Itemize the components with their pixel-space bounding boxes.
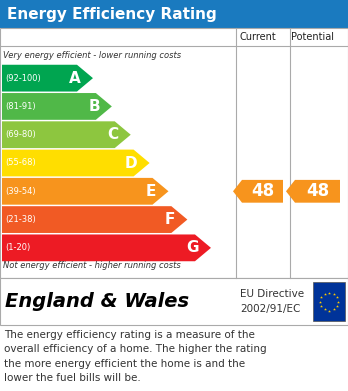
Polygon shape [2,235,211,261]
Polygon shape [2,65,93,91]
Bar [0,0,348,28]
Text: (55-68): (55-68) [5,158,36,167]
Text: F: F [165,212,175,227]
Text: EU Directive: EU Directive [240,289,304,300]
Text: The energy efficiency rating is a measure of the
overall efficiency of a home. T: The energy efficiency rating is a measur… [4,330,267,383]
Polygon shape [2,206,187,233]
Text: C: C [108,127,119,142]
Text: Energy Efficiency Rating: Energy Efficiency Rating [7,7,217,22]
Text: (1-20): (1-20) [5,243,30,252]
Bar [0,278,348,325]
Text: E: E [146,184,157,199]
Polygon shape [286,180,340,203]
Text: England & Wales: England & Wales [5,292,189,311]
Text: A: A [69,71,81,86]
Text: Very energy efficient - lower running costs: Very energy efficient - lower running co… [3,52,181,61]
Text: (21-38): (21-38) [5,215,36,224]
Polygon shape [2,93,112,120]
Text: 48: 48 [306,182,329,200]
Text: 48: 48 [251,182,274,200]
Polygon shape [2,178,168,204]
Text: D: D [125,156,137,170]
Text: Not energy efficient - higher running costs: Not energy efficient - higher running co… [3,262,181,271]
Bar [313,282,345,321]
Text: (92-100): (92-100) [5,74,41,83]
Text: (69-80): (69-80) [5,130,36,139]
Text: (39-54): (39-54) [5,187,35,196]
Polygon shape [2,150,150,176]
Polygon shape [2,121,131,148]
Text: G: G [187,240,199,255]
Text: Potential: Potential [292,32,334,42]
Polygon shape [233,180,283,203]
Text: Current: Current [240,32,276,42]
Text: (81-91): (81-91) [5,102,35,111]
Text: 2002/91/EC: 2002/91/EC [240,303,300,314]
Bar [0,28,348,278]
Text: B: B [88,99,100,114]
